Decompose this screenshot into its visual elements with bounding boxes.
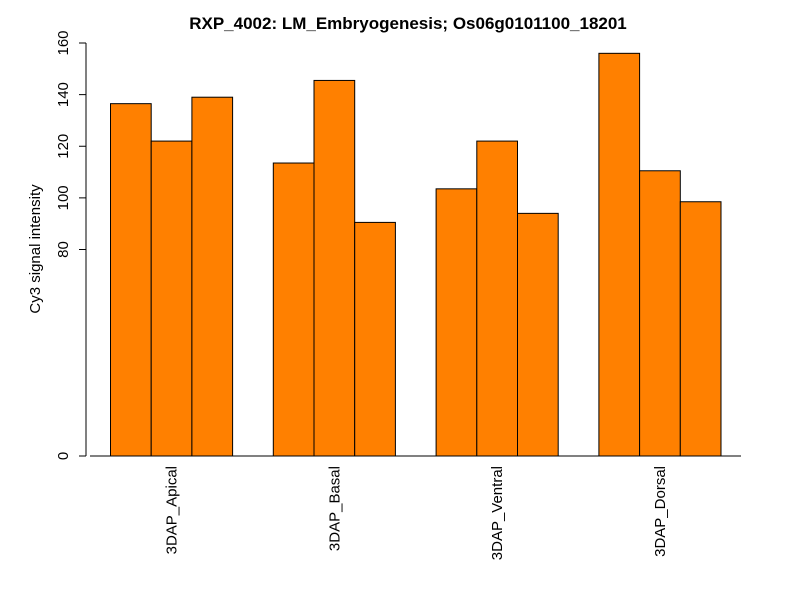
bar-3DAP_Apical-3 <box>191 96 234 457</box>
y-axis-label: Cy3 signal intensity <box>27 184 44 314</box>
bar-3DAP_Dorsal-1 <box>598 52 641 457</box>
bar-3DAP_Basal-1 <box>272 162 315 457</box>
bar-3DAP_Apical-1 <box>110 103 152 457</box>
bar-3DAP_Basal-2 <box>313 79 356 457</box>
bar-3DAP_Ventral-2 <box>476 140 518 457</box>
y-axis: 0 80 100 120 140 160 <box>55 30 87 460</box>
y-tick-label: 140 <box>55 82 72 107</box>
bars-group <box>110 52 722 457</box>
y-tick-label: 120 <box>55 134 72 159</box>
y-tick-label: 0 <box>55 452 72 460</box>
bar-3DAP_Ventral-3 <box>517 212 559 457</box>
y-tick-label: 100 <box>55 185 72 210</box>
x-axis: 3DAP_Apical 3DAP_Basal 3DAP_Ventral 3DAP_Do… <box>90 455 741 560</box>
chart-title: RXP_4002: LM_Embryogenesis; Os06g0101100… <box>189 14 627 33</box>
bar-3DAP_Apical-2 <box>150 140 193 457</box>
x-tick-label: 3DAP_Basal <box>326 466 343 551</box>
x-tick-label: 3DAP_Dorsal <box>652 466 669 557</box>
x-tick-label: 3DAP_Apical <box>164 466 181 554</box>
x-tick-label: 3DAP_Ventral <box>489 466 506 560</box>
y-tick-label: 80 <box>55 241 72 258</box>
bar-3DAP_Dorsal-2 <box>639 170 681 457</box>
bar-3DAP_Dorsal-3 <box>679 201 722 457</box>
bar-3DAP_Ventral-1 <box>435 188 478 457</box>
y-tick-label: 160 <box>55 30 72 55</box>
bar-3DAP_Basal-3 <box>354 221 396 457</box>
